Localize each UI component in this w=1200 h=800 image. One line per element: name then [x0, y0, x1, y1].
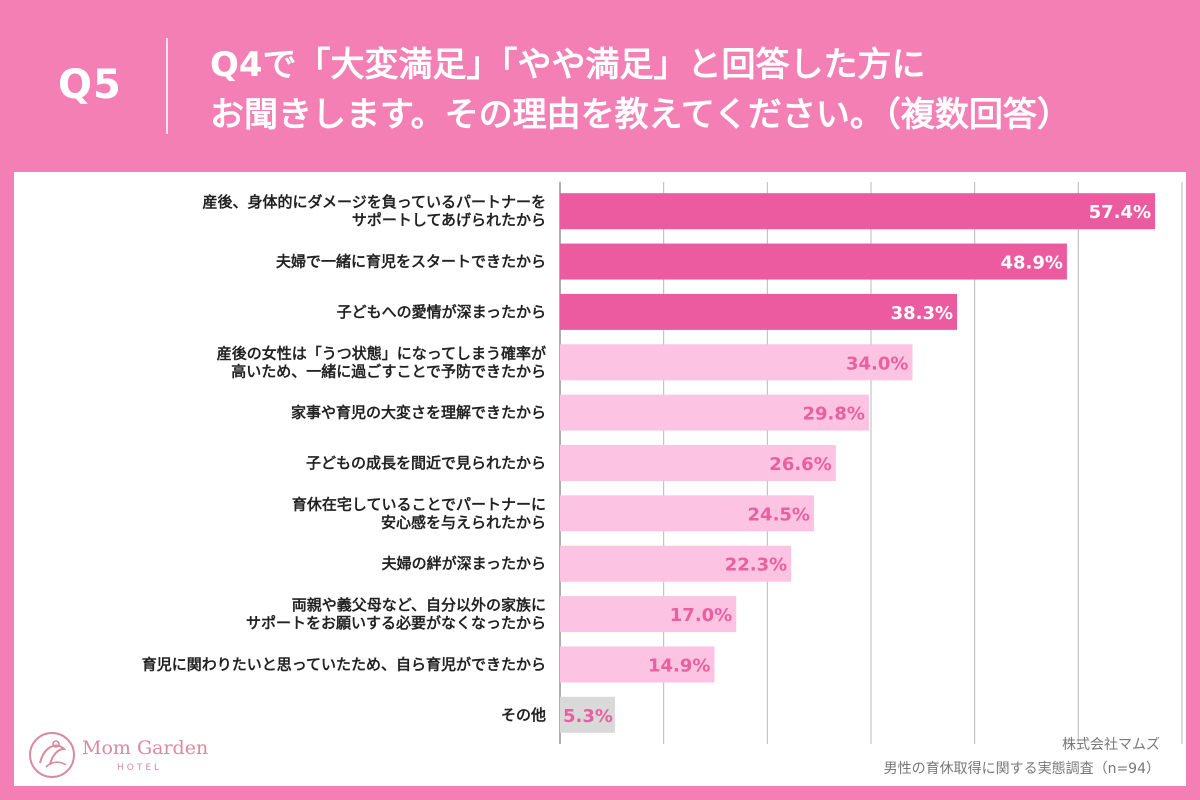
question-number: Q5 [58, 62, 122, 108]
category-label: 育休在宅していることでパートナーに安心感を与えられたから [292, 495, 546, 531]
category-label: 家事や育児の大変さを理解できたから [291, 404, 546, 422]
bar [560, 545, 792, 582]
data-label: 34.0% [846, 353, 908, 374]
data-label: 24.5% [748, 504, 810, 525]
data-label: 5.3% [563, 706, 613, 727]
data-label: 29.8% [802, 404, 864, 425]
source-company: 株式会社マムズ [1062, 737, 1160, 753]
bar [560, 445, 836, 481]
bar [560, 495, 814, 532]
question-header: Q5 Q4で「大変満足」「やや満足」と回答した方に お聞きします。その理由を教え… [0, 0, 1200, 170]
category-label: 育児に関わりたいと思っていたため、自ら育児ができたから [142, 655, 546, 673]
bar [560, 243, 1067, 280]
bar [560, 646, 715, 683]
bar [560, 293, 958, 330]
data-label: 38.3% [891, 303, 953, 324]
category-label: 産後の女性は「うつ状態」になってしまう確率が高いため、一緒に過ごすことで予防でき… [217, 344, 547, 380]
source-survey: 男性の育休取得に関する実態調査（n=94） [883, 761, 1160, 777]
data-label: 57.4% [1089, 202, 1151, 223]
question-line-2: お聞きします。その理由を教えてください。（複数回答） [210, 95, 1071, 135]
data-label: 48.9% [1000, 253, 1062, 274]
category-label: 夫婦の絆が深まったから [382, 555, 546, 573]
data-label: 26.6% [769, 454, 831, 475]
bar [560, 394, 869, 431]
bar [560, 696, 615, 733]
header-divider [166, 38, 168, 134]
mom-garden-logo-icon [29, 732, 75, 778]
logo-sub: HOTEL [117, 763, 163, 773]
category-label: 産後、身体的にダメージを負っているパートナーをサポートしてあげられたから [202, 193, 546, 229]
bar [560, 344, 913, 381]
data-label: 17.0% [670, 605, 732, 626]
logo-name: Mom Garden [82, 737, 209, 759]
category-label: その他 [501, 706, 546, 724]
data-label: 22.3% [725, 555, 787, 576]
bar [560, 193, 1156, 230]
category-label: 子どもの成長を間近で見られたから [306, 454, 546, 472]
question-text: Q4で「大変満足」「やや満足」と回答した方に お聞きします。その理由を教えてくだ… [210, 40, 1170, 140]
question-line-1: Q4で「大変満足」「やや満足」と回答した方に [210, 45, 926, 85]
category-label: 両親や義父母など、自分以外の家族にサポートをお願いする必要がなくなったから [246, 596, 546, 632]
category-label: 夫婦で一緒に育児をスタートできたから [276, 253, 546, 271]
bar [560, 596, 737, 633]
data-label: 14.9% [648, 655, 710, 676]
category-label: 子どもへの愛情が深まったから [337, 303, 546, 321]
bar-chart: 57.4% 産後、身体的にダメージを負っているパートナーをサポートしてあげられたか… [142, 182, 1183, 744]
chart-panel: 57.4% 産後、身体的にダメージを負っているパートナーをサポートしてあげられたか… [14, 172, 1186, 786]
